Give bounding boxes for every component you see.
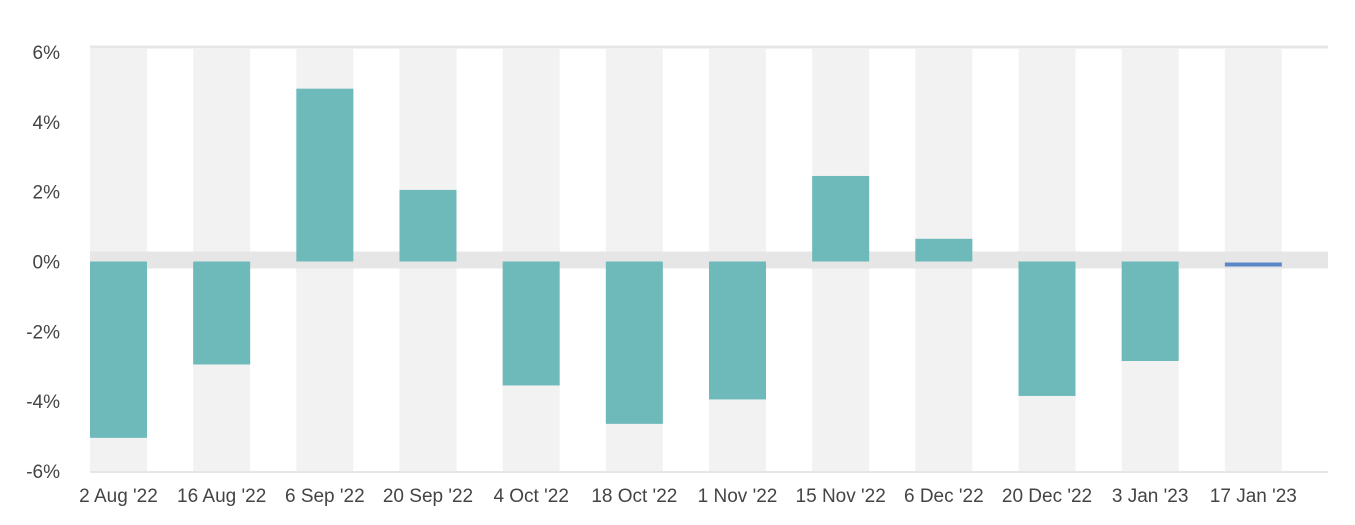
x-tick-label: 18 Oct '22	[591, 486, 677, 507]
x-tick-label: 20 Sep '22	[383, 486, 473, 507]
x-tick-label: 4 Oct '22	[493, 486, 568, 507]
bar	[1018, 261, 1076, 396]
y-tick-label: -4%	[26, 392, 60, 413]
y-tick-label: 6%	[33, 43, 61, 64]
bar	[502, 261, 560, 386]
bar	[90, 261, 147, 438]
y-tick-label: 0%	[33, 253, 61, 274]
bar	[812, 175, 870, 262]
y-axis: 6% 4% 2% 0% -2% -4% -6%	[26, 43, 60, 483]
x-tick-label: 6 Dec '22	[904, 486, 984, 507]
bar	[193, 261, 251, 365]
x-tick-label: 20 Dec '22	[1002, 486, 1092, 507]
x-tick-label: 3 Jan '23	[1112, 486, 1189, 507]
x-tick-label: 2 Aug '22	[79, 486, 158, 507]
x-tick-label: 6 Sep '22	[285, 486, 365, 507]
bar	[915, 238, 973, 262]
y-tick-label: 2%	[33, 183, 61, 204]
bar	[605, 261, 663, 424]
bar	[296, 88, 354, 262]
bar	[1224, 262, 1282, 267]
bar	[709, 261, 766, 400]
y-tick-label: -6%	[26, 462, 60, 483]
bars	[90, 88, 1282, 438]
y-tick-label: -2%	[26, 322, 60, 343]
x-tick-label: 16 Aug '22	[177, 486, 266, 507]
x-tick-label: 17 Jan '23	[1210, 486, 1297, 507]
x-tick-label: 1 Nov '22	[698, 486, 778, 507]
x-tick-label: 15 Nov '22	[796, 486, 886, 507]
bar	[1121, 261, 1179, 362]
x-axis: 2 Aug '22 16 Aug '22 6 Sep '22 20 Sep '22 4 …	[79, 486, 1297, 507]
y-tick-label: 4%	[33, 113, 61, 134]
bar	[399, 189, 457, 262]
